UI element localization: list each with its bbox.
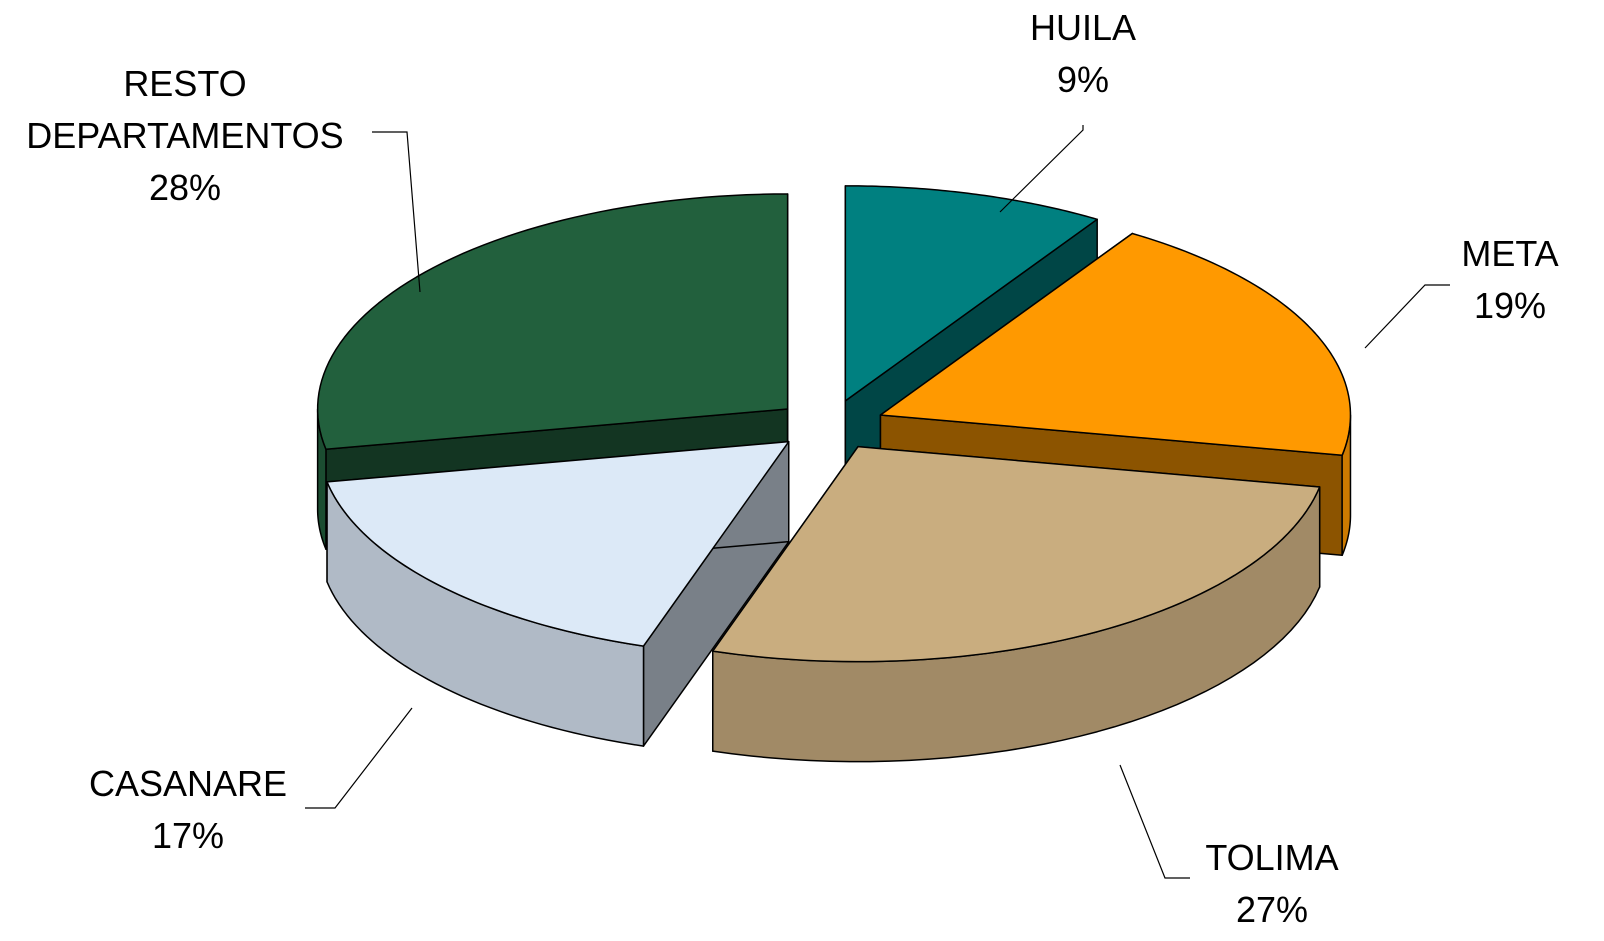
value-label: 9% bbox=[1056, 59, 1110, 100]
slice-top bbox=[879, 232, 1352, 457]
category-label: CASANARE bbox=[88, 763, 288, 804]
slice-top bbox=[712, 445, 1321, 663]
data-label: RESTO DEPARTAMENTOS 28% bbox=[0, 58, 380, 214]
category-label: RESTO DEPARTAMENTOS bbox=[26, 63, 344, 156]
value-label: 27% bbox=[1235, 889, 1309, 930]
data-label: CASANARE 17% bbox=[0, 758, 383, 862]
leader-line bbox=[999, 125, 1084, 213]
data-label: META 19% bbox=[1315, 228, 1604, 332]
pie bbox=[316, 185, 1352, 763]
slice-top bbox=[316, 193, 789, 450]
category-label: HUILA bbox=[1029, 7, 1137, 48]
value-label: 17% bbox=[151, 815, 225, 856]
slice-top bbox=[326, 440, 790, 647]
leader-line bbox=[1119, 764, 1190, 879]
data-label: HUILA 9% bbox=[888, 2, 1278, 106]
slice bbox=[326, 440, 790, 747]
leader-line bbox=[305, 707, 413, 809]
value-label: 28% bbox=[148, 167, 222, 208]
data-label: TOLIMA 27% bbox=[1077, 832, 1467, 936]
leader-line bbox=[372, 131, 421, 293]
category-label: META bbox=[1461, 233, 1559, 274]
value-label: 19% bbox=[1473, 285, 1547, 326]
category-label: TOLIMA bbox=[1205, 837, 1339, 878]
slice-top bbox=[844, 185, 1098, 402]
slice bbox=[712, 445, 1321, 763]
leader-line bbox=[1364, 284, 1450, 349]
